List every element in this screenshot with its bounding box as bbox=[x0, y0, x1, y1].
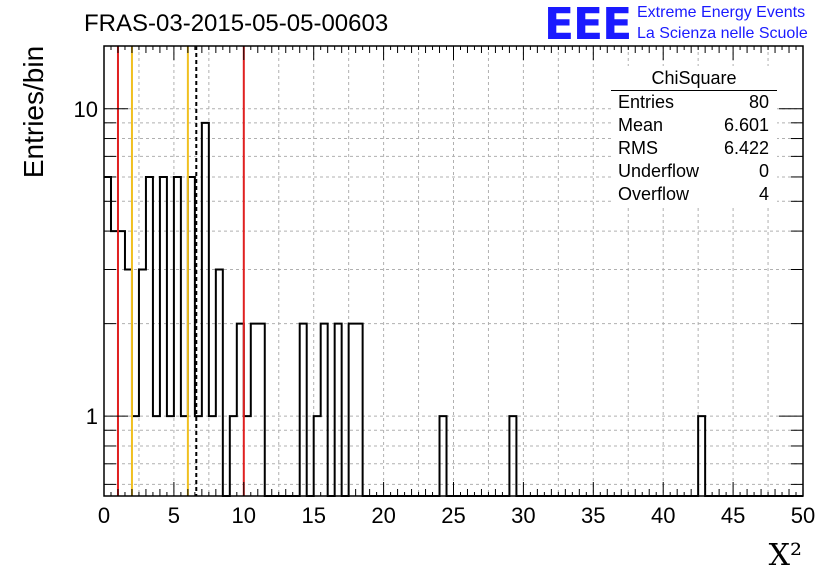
x-tick-label: 0 bbox=[98, 503, 110, 528]
y-tick-label: 10 bbox=[74, 97, 98, 122]
axis-ticks bbox=[103, 46, 804, 496]
stats-value: 4 bbox=[758, 184, 769, 204]
reference-lines bbox=[116, 46, 245, 496]
stats-row: RMS 6.422 bbox=[611, 137, 777, 160]
stats-label: Entries bbox=[618, 92, 675, 112]
stats-value: 80 bbox=[748, 92, 769, 112]
x-tick-label: 35 bbox=[581, 503, 605, 528]
x-tick-label: 5 bbox=[168, 503, 180, 528]
stats-row: Entries 80 bbox=[611, 91, 777, 114]
stats-row: Overflow 4 bbox=[611, 183, 777, 206]
stats-title: ChiSquare bbox=[611, 66, 777, 91]
stats-value: 0 bbox=[758, 161, 769, 181]
x-tick-label: 10 bbox=[232, 503, 256, 528]
x-tick-label: 20 bbox=[371, 503, 395, 528]
x-tick-label: 45 bbox=[721, 503, 745, 528]
stats-label: Underflow bbox=[618, 161, 700, 181]
x-tick-label: 50 bbox=[791, 503, 815, 528]
stats-box: ChiSquare Entries 80 Mean 6.601 RMS 6.422 Unde… bbox=[611, 66, 777, 207]
eee-logo: EEE bbox=[544, 0, 632, 50]
x-tick-label: 15 bbox=[301, 503, 325, 528]
x-axis-label: X² bbox=[768, 538, 802, 573]
x-tick-label: 40 bbox=[651, 503, 675, 528]
stats-label: Mean bbox=[618, 115, 664, 135]
logo-line2: La Scienza nelle Scuole bbox=[637, 25, 808, 42]
stats-value: 6.422 bbox=[723, 138, 769, 158]
stats-label: Overflow bbox=[618, 184, 690, 204]
y-tick-label: 1 bbox=[86, 404, 98, 429]
y-axis-label: Entries/bin bbox=[18, 45, 49, 179]
logo-line1: Extreme Energy Events bbox=[637, 4, 806, 21]
stats-value: 6.601 bbox=[723, 115, 769, 135]
stats-row: Mean 6.601 bbox=[611, 114, 777, 137]
x-tick-label: 30 bbox=[511, 503, 535, 528]
stats-rows: Entries 80 Mean 6.601 RMS 6.422 Underflow 0 Over… bbox=[611, 91, 777, 206]
stats-label: RMS bbox=[618, 138, 658, 158]
chart-title: FRAS-03-2015-05-05-00603 bbox=[84, 10, 389, 37]
stats-row: Underflow 0 bbox=[611, 160, 777, 183]
x-tick-label: 25 bbox=[441, 503, 465, 528]
